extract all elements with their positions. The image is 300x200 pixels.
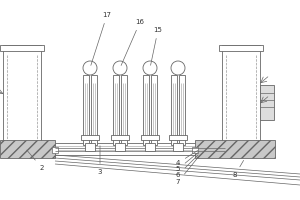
Bar — [169, 135, 187, 140]
Bar — [115, 143, 125, 151]
Bar — [55, 143, 225, 155]
Bar — [83, 75, 89, 145]
Bar — [0, 45, 44, 51]
Bar — [141, 135, 159, 140]
Bar — [192, 147, 198, 153]
Bar — [195, 140, 275, 158]
Text: 16: 16 — [121, 19, 145, 65]
Bar — [0, 140, 55, 158]
Bar — [179, 75, 185, 145]
Text: 8: 8 — [233, 160, 244, 178]
Text: 6: 6 — [176, 155, 198, 178]
Bar — [113, 75, 119, 145]
Bar — [171, 75, 177, 145]
Text: 3: 3 — [98, 146, 102, 175]
Circle shape — [143, 61, 157, 75]
Bar — [3, 45, 41, 150]
Bar — [173, 143, 183, 151]
Text: 7: 7 — [176, 157, 198, 185]
Circle shape — [113, 61, 127, 75]
Bar — [91, 75, 97, 145]
Bar — [52, 147, 58, 153]
Text: 5: 5 — [176, 153, 198, 172]
Bar — [151, 75, 157, 145]
Text: 15: 15 — [151, 27, 162, 65]
Bar — [81, 135, 99, 140]
Circle shape — [171, 61, 185, 75]
Bar — [143, 75, 149, 145]
Circle shape — [83, 61, 97, 75]
Bar — [145, 143, 155, 151]
Text: 4: 4 — [176, 150, 198, 166]
Text: 17: 17 — [91, 12, 112, 65]
Bar — [219, 45, 263, 51]
Bar — [85, 143, 95, 151]
Bar — [260, 85, 274, 120]
Bar — [222, 45, 260, 150]
Bar — [121, 75, 127, 145]
Text: 2: 2 — [27, 150, 44, 171]
Bar — [111, 135, 129, 140]
